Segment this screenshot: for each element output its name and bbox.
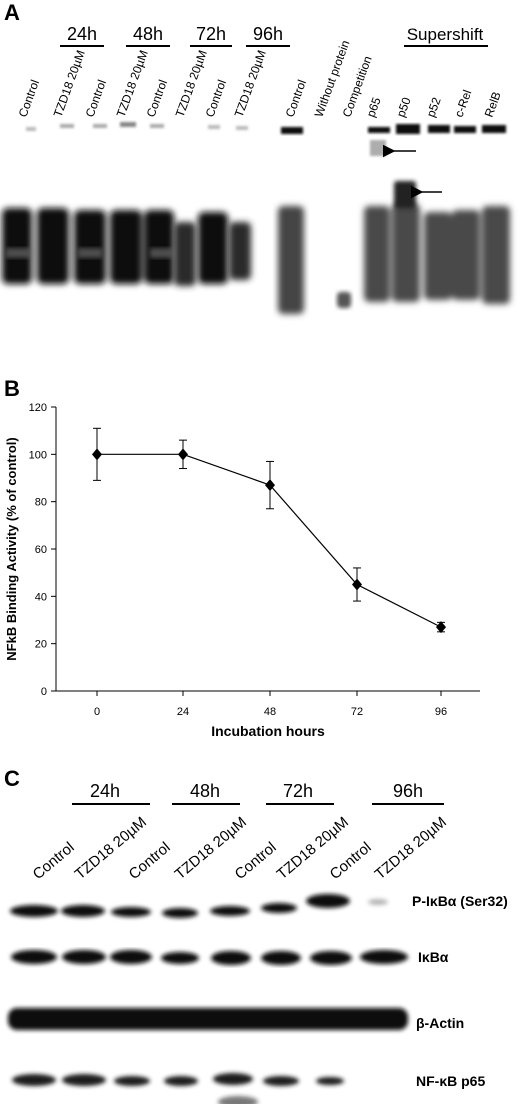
series-line <box>97 453 442 628</box>
lane-label: Control <box>232 839 280 883</box>
data-point <box>352 578 362 591</box>
lane-label: Control <box>30 839 78 883</box>
lane-label: p52 <box>424 95 444 119</box>
x-tick-label: 96 <box>435 706 447 718</box>
emsa-gel-image <box>2 122 510 314</box>
lane-label: c-Rel <box>452 88 475 119</box>
panel-c-lane-labels: Control TZD18 20µM Control TZD18 20µM Co… <box>30 814 450 883</box>
blot-label: β-Actin <box>416 1015 464 1031</box>
lane-label: Control <box>144 78 170 119</box>
blot-label: P-IκBα (Ser32) <box>412 893 508 909</box>
panel-b: B 0 20 40 60 80 100 120 0 24 48 72 96 Incubation hou… <box>4 376 480 739</box>
time-group-label: 48h <box>133 24 163 44</box>
panel-c: C 24h 48h 72h 96h Control TZD18 20µM Con… <box>4 766 508 1104</box>
data-point <box>436 621 446 634</box>
time-group-label: 24h <box>67 24 97 44</box>
line-chart: 0 20 40 60 80 100 120 0 24 48 72 96 Incubation hours… <box>4 402 480 739</box>
y-tick-label: 100 <box>29 449 47 461</box>
y-tick-label: 80 <box>35 497 47 509</box>
data-point <box>178 448 188 461</box>
lane-label: Control <box>16 78 42 119</box>
x-axis-title: Incubation hours <box>211 723 325 739</box>
western-blot-image <box>8 894 408 1104</box>
time-group-label: 72h <box>196 24 226 44</box>
lane-label: Control <box>126 839 174 883</box>
data-point <box>92 448 102 461</box>
lane-label: Control <box>327 839 375 883</box>
time-group-label: 96h <box>393 781 423 801</box>
blot-label: NF-κB p65 <box>416 1073 485 1089</box>
time-group-label: 72h <box>283 781 313 801</box>
time-group-label: 48h <box>190 781 220 801</box>
x-tick-label: 48 <box>264 706 276 718</box>
y-tick-label: 0 <box>41 686 47 698</box>
y-axis-title: NFkB Binding Activity (% of control) <box>4 437 19 660</box>
panel-a-letter: A <box>4 0 20 25</box>
y-tick-label: 60 <box>35 544 47 556</box>
y-tick-label: 40 <box>35 591 47 603</box>
panel-b-letter: B <box>4 376 20 401</box>
lane-label: RelB <box>482 90 504 119</box>
panel-c-letter: C <box>4 766 20 791</box>
lane-label: Control <box>203 78 229 119</box>
y-tick-label: 20 <box>35 639 47 651</box>
blot-label: IκBα <box>418 949 449 965</box>
time-group-label: 96h <box>253 24 283 44</box>
lane-label: TZD18 20µM <box>232 48 269 119</box>
x-tick-label: 72 <box>351 706 363 718</box>
data-point <box>265 479 275 492</box>
lane-label: TZD18 20µM <box>51 48 88 119</box>
time-group-label: 24h <box>90 781 120 801</box>
supershift-label: Supershift <box>407 25 484 44</box>
panel-a-lane-labels: Control TZD18 20µM Control TZD18 20µM Co… <box>16 38 504 119</box>
lane-label: Control <box>83 78 109 119</box>
panel-c-blot-labels: P-IκBα (Ser32) IκBα β-Actin NF-κB p65 <box>412 893 508 1089</box>
lane-label: TZD18 20µM <box>372 814 450 883</box>
lane-label: p50 <box>394 95 414 119</box>
x-tick-label: 24 <box>177 706 189 718</box>
panel-a-time-groups: 24h 48h 72h 96h <box>60 24 290 47</box>
x-tick-label: 0 <box>94 706 100 718</box>
y-tick-label: 120 <box>29 402 47 414</box>
lane-label: p65 <box>364 95 384 119</box>
lane-label: Control <box>283 78 309 119</box>
panel-a: A 24h 48h 72h 96h Supershift Control TZD… <box>2 0 510 314</box>
panel-c-time-groups: 24h 48h 72h 96h <box>72 781 444 805</box>
